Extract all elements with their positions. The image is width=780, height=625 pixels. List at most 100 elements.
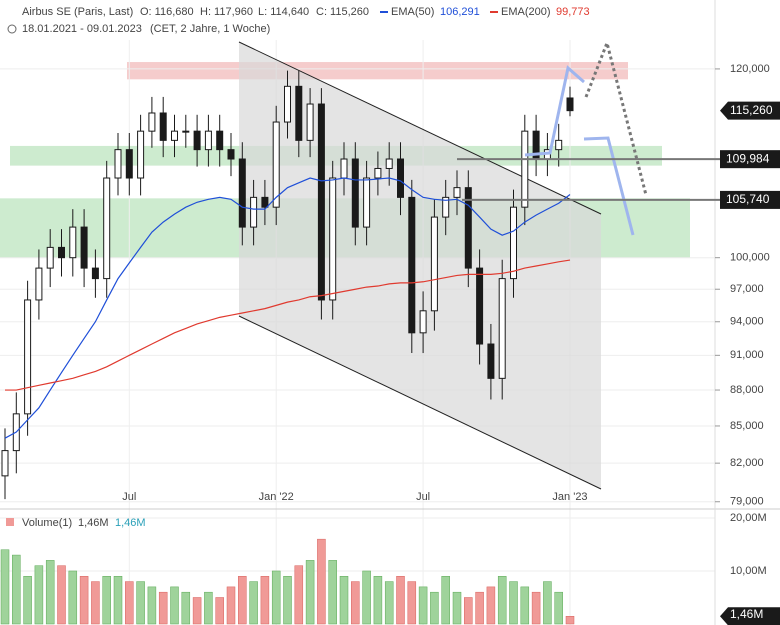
- ema-line: [5, 259, 571, 391]
- candle-body: [103, 177, 111, 280]
- candle-body: [272, 121, 280, 208]
- candle-body: [137, 130, 145, 179]
- x-tick-label: Jul: [416, 491, 430, 503]
- channel-bottom: [238, 315, 602, 490]
- legend-swatch: [490, 11, 498, 13]
- candle-body: [555, 139, 563, 151]
- volume-bar: [317, 538, 326, 625]
- ohlc: C: 115,260: [316, 6, 369, 18]
- candle-body: [227, 149, 235, 160]
- volume-bar: [294, 565, 304, 625]
- volume-bar: [396, 576, 405, 625]
- candle-body: [148, 112, 156, 132]
- candle-body: [566, 97, 574, 112]
- volume-bar: [339, 576, 349, 625]
- arrow-gray: [584, 38, 648, 196]
- arrow-blue-down: [583, 136, 635, 236]
- candle-body: [193, 130, 201, 151]
- candle-body: [363, 177, 371, 228]
- ohlc: H: 117,960: [200, 6, 253, 18]
- header: Airbus SE (Paris, Last) O: 116,680 H: 11…: [7, 6, 590, 35]
- candle-body: [498, 278, 506, 379]
- candle-body: [91, 267, 99, 280]
- candle-body: [510, 206, 517, 280]
- candle-body: [69, 226, 77, 259]
- info: (CET, 2 Jahre, 1 Woche): [150, 23, 270, 35]
- candle-body: [419, 310, 427, 334]
- volume-bar: [158, 591, 168, 625]
- candle-body: [306, 103, 314, 141]
- y-tick-label: 120,000: [730, 63, 770, 75]
- volume-bar: [554, 591, 563, 625]
- volume-bar: [170, 586, 179, 625]
- volume-bar: [452, 591, 462, 625]
- volume-bar: [486, 586, 496, 625]
- candle-body: [464, 187, 472, 269]
- ohlc: L: 114,640: [258, 6, 309, 18]
- y-tick-label: 10,00M: [730, 565, 767, 577]
- candle-body: [24, 299, 32, 415]
- last-tag: [720, 101, 780, 120]
- y-tick-label: 88,000: [730, 384, 764, 396]
- volume-bar: [531, 591, 541, 625]
- volume-bar: [91, 581, 100, 625]
- volume-bar: [136, 581, 145, 625]
- volume-bar: [57, 565, 66, 625]
- last-tag: [720, 607, 780, 625]
- y-tick-label: 100,000: [730, 252, 770, 264]
- x-tick-label: Jul: [122, 491, 136, 503]
- y-tick-label: 79,000: [730, 496, 764, 508]
- price-tag-label: 105,740: [726, 192, 770, 206]
- volume-bar: [497, 576, 507, 625]
- candle-body: [171, 130, 178, 141]
- volume-bar: [0, 549, 10, 625]
- volume-bar: [226, 586, 236, 625]
- candle-body: [159, 112, 167, 141]
- volume-bar: [441, 576, 450, 625]
- candle-body: [385, 158, 393, 169]
- volume-bar: [418, 586, 428, 625]
- last-tag-label: 1,46M: [730, 607, 763, 621]
- volume-bar: [283, 576, 292, 625]
- volume-bar: [271, 570, 281, 625]
- zone: [127, 62, 628, 80]
- candle-body: [329, 177, 337, 301]
- volume-bar: [260, 576, 270, 625]
- candle-body: [408, 196, 416, 334]
- volume-bar: [543, 581, 552, 625]
- volume-bar: [125, 581, 134, 625]
- volume-bar: [464, 597, 473, 625]
- volume-bar: [373, 576, 383, 625]
- volume-bar: [192, 597, 202, 625]
- candle-body: [182, 130, 190, 133]
- volume-bar: [430, 591, 439, 625]
- y-tick-label: 20,00M: [730, 512, 767, 524]
- volume-bar: [351, 581, 360, 625]
- y-tick-label: 97,000: [730, 283, 764, 295]
- candle-body: [216, 130, 224, 151]
- candle-body: [80, 226, 88, 269]
- x-tick-label: Jan '22: [259, 491, 294, 503]
- volume-bar: [305, 560, 315, 625]
- volume-bar: [147, 586, 157, 625]
- volume-bar: [362, 570, 371, 625]
- y-tick-label: 91,000: [730, 349, 764, 361]
- date-range: 18.01.2021 - 09.01.2023: [22, 23, 142, 35]
- volume-bar: [204, 591, 213, 625]
- candle-body: [125, 149, 133, 179]
- candle-body: [1, 450, 9, 477]
- volume-bar: [565, 616, 575, 625]
- volume-bar: [79, 576, 89, 625]
- volume-bar: [328, 560, 337, 625]
- volume-bar: [181, 591, 191, 625]
- channel-top: [238, 41, 602, 215]
- candle-body: [487, 343, 495, 379]
- candle-body: [351, 158, 359, 228]
- clock-icon: [7, 24, 17, 34]
- candle-body: [204, 130, 212, 151]
- volume-bar: [520, 586, 530, 625]
- candle-body: [340, 158, 348, 179]
- legend-label: EMA(200): [501, 6, 551, 18]
- y-tick-label: 85,000: [730, 420, 764, 432]
